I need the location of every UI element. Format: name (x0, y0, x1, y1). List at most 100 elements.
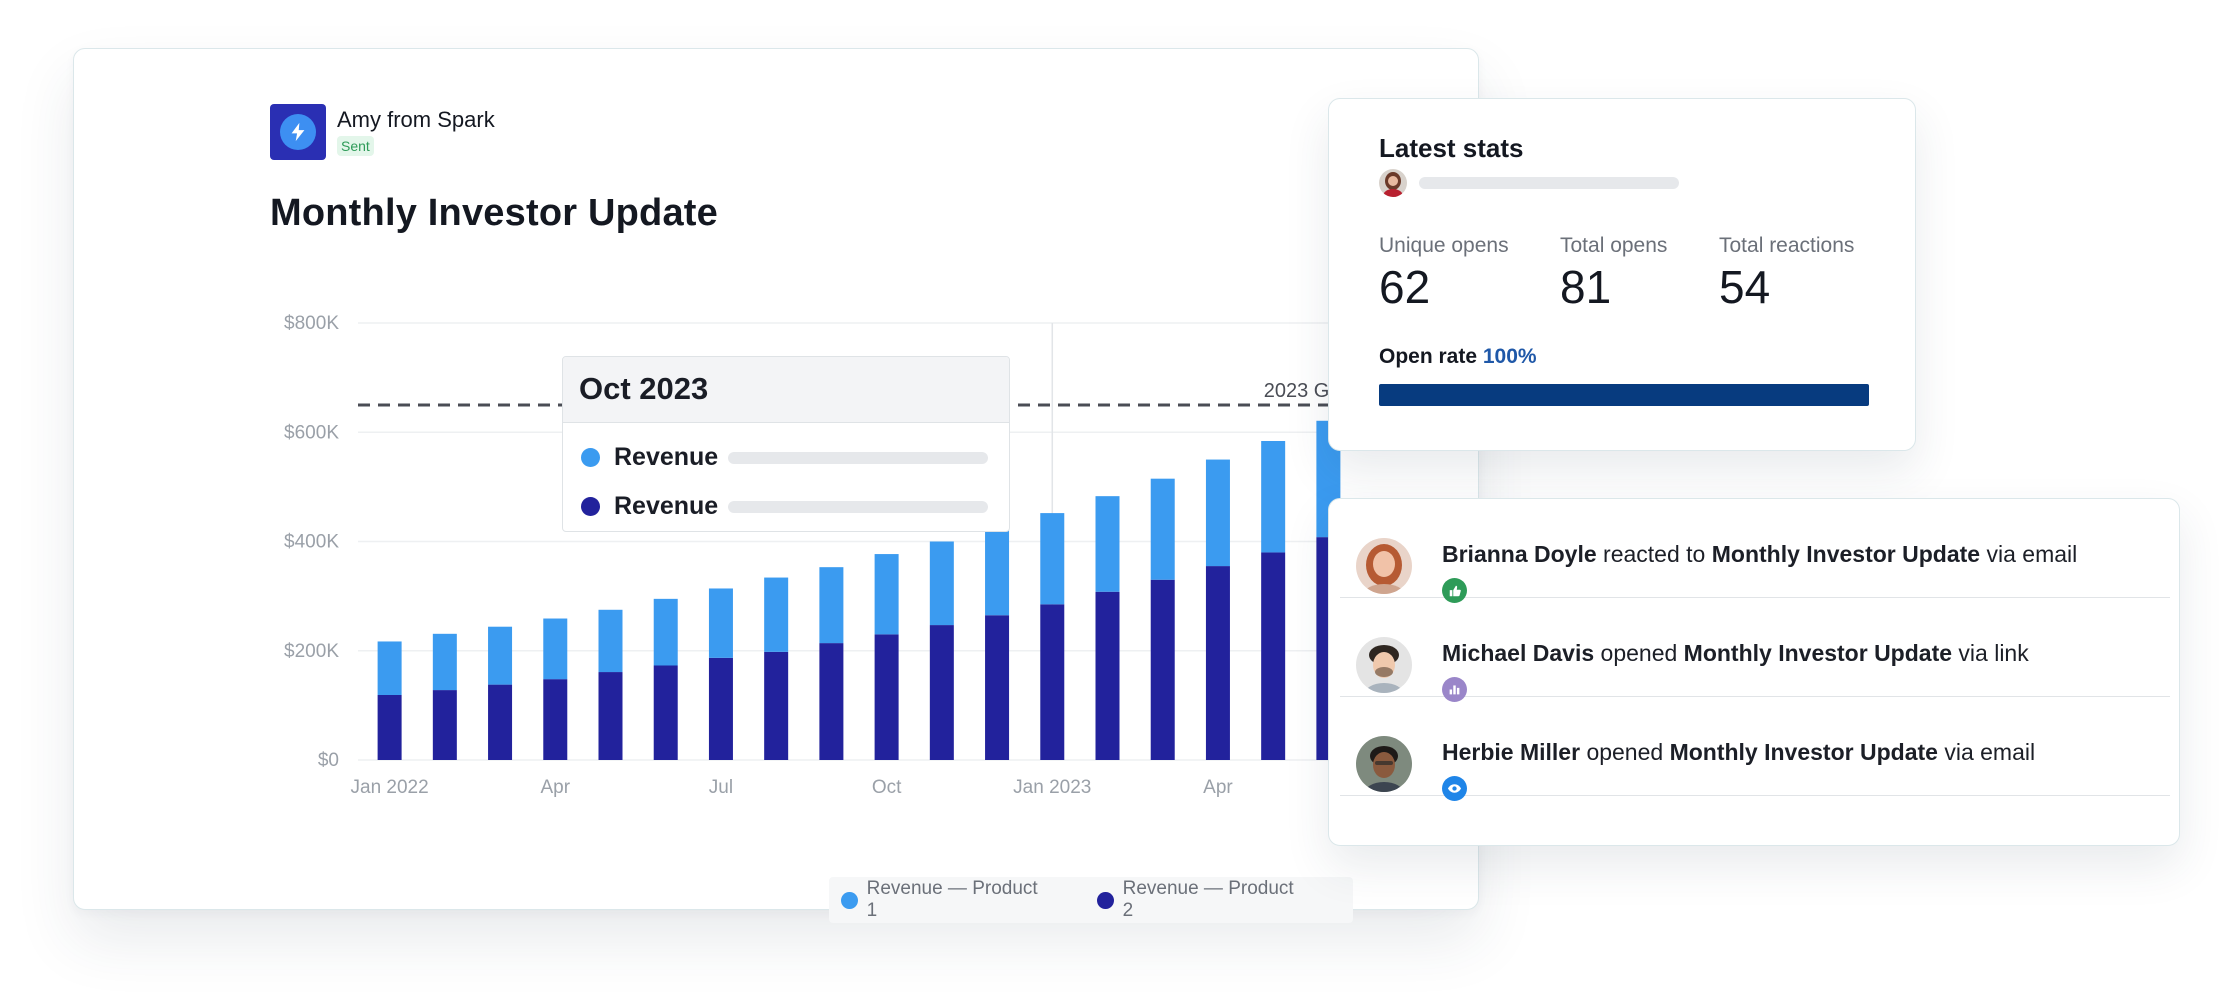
bar (377, 694, 402, 760)
activity-action: opened (1600, 640, 1678, 666)
chart-legend: Revenue — Product 1 Revenue — Product 2 (829, 877, 1353, 923)
legend-item[interactable]: Revenue — Product 2 (1097, 878, 1305, 922)
avatar (1379, 169, 1407, 197)
avatar (1356, 736, 1412, 792)
activity-user[interactable]: Brianna Doyle (1442, 541, 1597, 567)
activity-item[interactable]: Brianna Doyle reacted to Monthly Investo… (1340, 499, 2170, 603)
bar (874, 554, 899, 635)
stat-label: Total opens (1560, 234, 1668, 257)
open-rate-progress-bar (1379, 384, 1869, 406)
bar (874, 634, 899, 760)
bar (598, 609, 623, 673)
series-dot-icon (581, 497, 600, 516)
stat-total-reactions: Total reactions 54 (1719, 234, 1854, 314)
spark-logo (270, 104, 326, 160)
eye-icon (1442, 776, 1467, 801)
tooltip-row: Revenue (563, 433, 1009, 482)
legend-item[interactable]: Revenue — Product 1 (841, 878, 1049, 922)
legend-label: Revenue — Product 1 (866, 878, 1038, 921)
avatar (1356, 637, 1412, 693)
tooltip-value-placeholder (728, 500, 988, 513)
activity-document[interactable]: Monthly Investor Update (1683, 640, 1953, 666)
bar (432, 633, 457, 691)
stat-value: 81 (1560, 261, 1612, 313)
activity-user[interactable]: Herbie Miller (1442, 739, 1581, 765)
bar (1205, 566, 1230, 760)
bar (488, 684, 513, 760)
bar (653, 598, 678, 666)
bar (543, 618, 568, 680)
open-rate-value: 100% (1482, 345, 1537, 368)
bar (598, 672, 623, 760)
bar-chart-icon (1442, 677, 1467, 702)
bar (1040, 604, 1065, 760)
activity-feed-card: Brianna Doyle reacted to Monthly Investo… (1328, 498, 2180, 846)
bar (1261, 440, 1286, 553)
activity-channel: via email (1944, 739, 2036, 765)
x-tick-label: Oct (872, 777, 902, 798)
activity-document[interactable]: Monthly Investor Update (1669, 739, 1938, 765)
bar (1261, 552, 1286, 760)
activity-text: Michael Davis opened Monthly Investor Up… (1442, 640, 2029, 667)
stats-placeholder-line (1419, 177, 1679, 189)
activity-document[interactable]: Monthly Investor Update (1711, 541, 1981, 567)
bar (1150, 478, 1175, 580)
bar (764, 651, 789, 760)
bar (985, 527, 1010, 616)
bar (929, 541, 954, 626)
x-tick-label: Jan 2022 (351, 777, 429, 798)
tooltip-row: Revenue (563, 482, 1009, 531)
activity-channel: via link (1958, 640, 2029, 666)
activity-action: opened (1586, 739, 1664, 765)
legend-label: Revenue — Product 2 (1122, 878, 1294, 921)
legend-dot-icon (841, 891, 858, 909)
chart-tooltip: Oct 2023 Revenue Revenue (562, 356, 1010, 532)
activity-item[interactable]: Herbie Miller opened Monthly Investor Up… (1340, 697, 2170, 801)
bar (708, 657, 733, 760)
bar (929, 625, 954, 760)
x-tick-label: Jul (709, 777, 733, 798)
bar (432, 690, 457, 760)
bar (1095, 591, 1120, 760)
activity-item[interactable]: Michael Davis opened Monthly Investor Up… (1340, 598, 2170, 702)
activity-text: Herbie Miller opened Monthly Investor Up… (1442, 739, 2035, 766)
status-badge: Sent (337, 136, 374, 156)
activity-user[interactable]: Michael Davis (1442, 640, 1595, 666)
stats-title: Latest stats (1379, 133, 1524, 163)
stat-total-opens: Total opens 81 (1560, 234, 1667, 314)
y-tick-label: $0 (318, 750, 339, 771)
latest-stats-card: Latest stats Unique opens 62 Total opens… (1328, 98, 1916, 451)
bar (819, 567, 844, 644)
email-title: Monthly Investor Update (270, 192, 718, 234)
activity-text: Brianna Doyle reacted to Monthly Investo… (1442, 541, 2077, 568)
bar (1040, 513, 1065, 605)
stat-value: 54 (1719, 261, 1771, 313)
tooltip-label: Revenue (614, 492, 719, 520)
x-tick-label: Apr (540, 777, 570, 798)
stat-label: Total reactions (1719, 234, 1855, 257)
y-tick-label: $800K (284, 313, 339, 334)
tooltip-title: Oct 2023 (563, 357, 1009, 423)
bar (1205, 459, 1230, 567)
open-rate-label: Open rate (1379, 345, 1478, 368)
lightning-bolt-icon (291, 122, 305, 142)
stat-unique-opens: Unique opens 62 (1379, 234, 1509, 314)
thumbs-up-icon (1442, 578, 1467, 603)
y-tick-label: $400K (284, 532, 339, 553)
bar (543, 679, 568, 760)
y-tick-label: $600K (284, 422, 339, 443)
activity-action: reacted to (1603, 541, 1706, 567)
bar (653, 665, 678, 760)
progress-fill (1379, 384, 1869, 406)
bar (1095, 496, 1120, 592)
bar (708, 588, 733, 658)
stat-value: 62 (1379, 261, 1431, 313)
legend-dot-icon (1097, 891, 1114, 909)
bar (1150, 579, 1175, 760)
x-tick-label: Jan 2023 (1013, 777, 1091, 798)
avatar (1356, 538, 1412, 594)
x-tick-label: Apr (1203, 777, 1233, 798)
open-rate: Open rate 100% (1379, 345, 1537, 369)
tooltip-label: Revenue (614, 443, 719, 471)
sender: Amy from Spark Sent (270, 104, 495, 160)
